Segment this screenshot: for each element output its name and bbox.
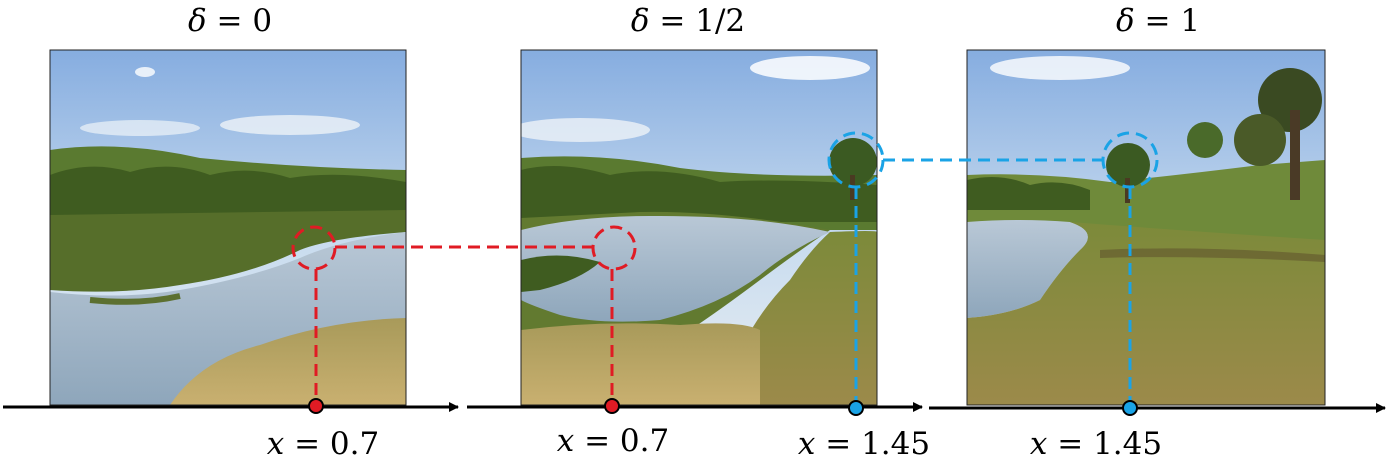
title-delta-0: δ = 0 xyxy=(188,3,272,39)
photo-frame-delta-0 xyxy=(49,49,407,406)
title-delta-half: δ = 1/2 xyxy=(631,3,745,39)
photo-frame-delta-1 xyxy=(966,49,1326,406)
photo-delta-half xyxy=(521,50,877,405)
red-correspondence xyxy=(291,225,637,402)
marker-blue-delta-1 xyxy=(1122,400,1138,416)
title-delta-1: δ = 1 xyxy=(1116,3,1200,39)
marker-blue-delta-half xyxy=(848,400,864,416)
label-blue-delta-half: x = 1.45 xyxy=(798,426,930,462)
label-blue-delta-1: x = 1.45 xyxy=(1030,426,1162,462)
photo-delta-0 xyxy=(50,50,406,405)
photo-frame-delta-half xyxy=(520,49,878,406)
label-red-delta-half: x = 0.7 xyxy=(557,423,669,459)
label-red-delta-0: x = 0.7 xyxy=(267,426,379,462)
marker-red-delta-0 xyxy=(308,398,324,414)
photo-delta-1 xyxy=(967,50,1325,405)
blue-correspondence xyxy=(827,131,1159,402)
marker-red-delta-half xyxy=(604,398,620,414)
